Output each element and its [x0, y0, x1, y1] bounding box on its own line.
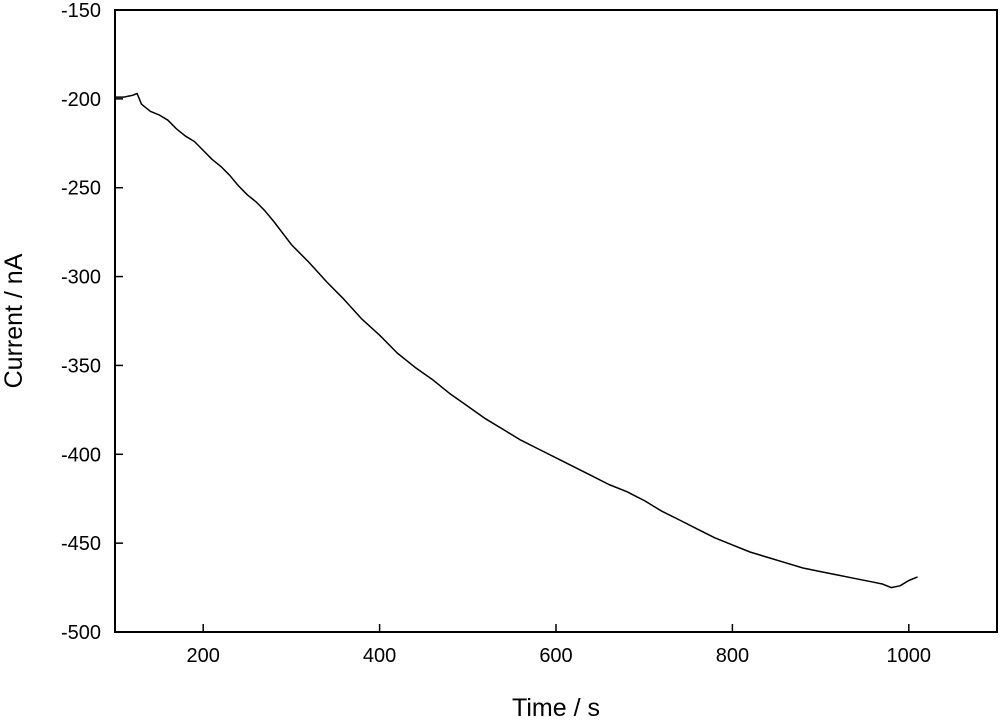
y-tick-label: -450: [61, 533, 101, 555]
x-axis-ticks: 200 400 600 800 1000: [187, 624, 932, 667]
x-tick-label: 800: [716, 645, 749, 667]
y-tick-label: -200: [61, 89, 101, 111]
y-tick-label: -150: [61, 0, 101, 22]
y-axis-ticks: -150 -200 -250 -300 -350 -400 -450 -500: [61, 0, 123, 644]
y-axis-title: Current / nA: [0, 253, 28, 388]
x-tick-label: 600: [539, 645, 572, 667]
y-tick-label: -300: [61, 267, 101, 289]
y-tick-label: -400: [61, 444, 101, 466]
x-tick-label: 400: [363, 645, 396, 667]
x-tick-label: 1000: [887, 645, 932, 667]
x-axis-title: Time / s: [512, 694, 600, 722]
y-tick-label: -500: [61, 622, 101, 644]
plot-frame: [114, 9, 998, 633]
x-tick-label: 200: [187, 645, 220, 667]
series-line: [115, 92, 918, 589]
y-tick-label: -350: [61, 355, 101, 377]
y-tick-label: -250: [61, 178, 101, 200]
